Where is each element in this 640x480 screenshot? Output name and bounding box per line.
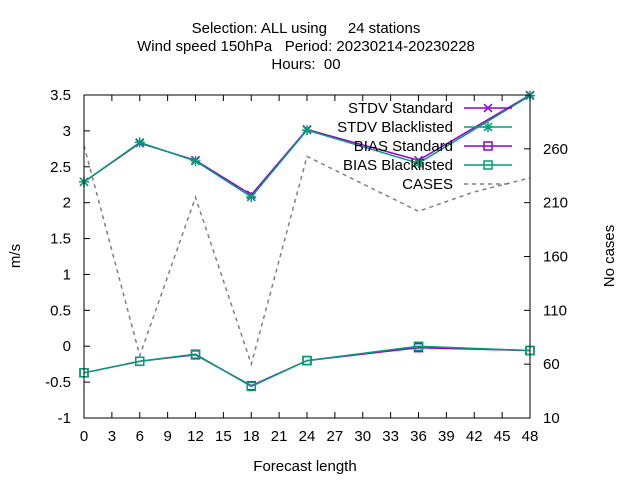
- y-tick-label: 0: [63, 338, 71, 355]
- data-point: [483, 160, 493, 170]
- data-point: [483, 141, 493, 151]
- plot-frame: [83, 94, 531, 419]
- x-tick-label: 30: [354, 428, 371, 445]
- y2-tick-label: 60: [543, 356, 560, 373]
- chart-title-line-1: Selection: ALL using 24 stations: [192, 20, 421, 37]
- y-tick-label: 2: [63, 195, 71, 212]
- data-point: [246, 381, 256, 392]
- marker-stroke: [483, 103, 493, 113]
- x-axis-label: Forecast length: [253, 458, 356, 475]
- y2-tick-label: 260: [543, 141, 568, 158]
- x-tick-label: 3: [108, 428, 116, 445]
- y-tick-label: -1: [58, 410, 71, 427]
- y-tick-label: 3.5: [50, 87, 71, 104]
- chart-title-line-3: Hours: 00: [271, 56, 340, 73]
- x-tick-label: 33: [382, 428, 399, 445]
- data-point: [483, 103, 493, 113]
- x-tick-label: 39: [438, 428, 455, 445]
- legend-label: BIAS Standard: [354, 138, 453, 155]
- y2-tick-label: 110: [543, 302, 567, 319]
- legend-label: BIAS Blacklisted: [343, 157, 453, 174]
- data-point: [483, 122, 493, 132]
- data-point: [302, 355, 312, 366]
- y2-axis-label: No cases: [601, 225, 618, 288]
- legend-label: STDV Blacklisted: [337, 119, 453, 136]
- data-point: [413, 341, 424, 351]
- data-point: [190, 156, 201, 167]
- y-tick-label: 0.5: [50, 302, 71, 319]
- x-tick-label: 9: [163, 428, 171, 445]
- chart-title-line-2: Wind speed 150hPa Period: 20230214-20230…: [137, 38, 475, 55]
- legend-label: CASES: [402, 176, 453, 193]
- x-tick-label: 48: [522, 428, 539, 445]
- y-tick-label: 1.5: [50, 231, 71, 248]
- y-tick-label: 3: [63, 123, 71, 140]
- data-point: [246, 191, 257, 202]
- y2-tick-label: 160: [543, 249, 568, 266]
- data-point: [134, 137, 145, 148]
- legend-label: STDV Standard: [348, 100, 453, 117]
- y-axis-label: m/s: [7, 244, 24, 268]
- x-tick-label: 12: [187, 428, 204, 445]
- series-line-1: [83, 94, 531, 196]
- data-point: [190, 349, 201, 359]
- series-line-3: [83, 346, 531, 387]
- x-tick-label: 21: [271, 428, 288, 445]
- x-tick-label: 18: [243, 428, 260, 445]
- x-tick-label: 36: [410, 428, 427, 445]
- x-tick-label: 0: [80, 428, 88, 445]
- y-tick-label: 1: [63, 266, 71, 283]
- data-point: [302, 125, 312, 136]
- x-tick-label: 24: [299, 428, 316, 445]
- y2-tick-label: 10: [543, 410, 560, 427]
- series-line-4: [83, 345, 531, 388]
- x-tick-label: 45: [494, 428, 511, 445]
- x-tick-label: 15: [215, 428, 232, 445]
- x-tick-label: 27: [327, 428, 344, 445]
- y-tick-label: 2.5: [50, 159, 71, 176]
- x-tick-label: 42: [466, 428, 483, 445]
- y2-tick-label: 210: [543, 195, 568, 212]
- data-point: [413, 158, 424, 169]
- x-tick-label: 6: [136, 428, 144, 445]
- series-line-5: [83, 145, 531, 367]
- series-line-2: [83, 95, 531, 198]
- y-tick-label: -0.5: [45, 374, 71, 391]
